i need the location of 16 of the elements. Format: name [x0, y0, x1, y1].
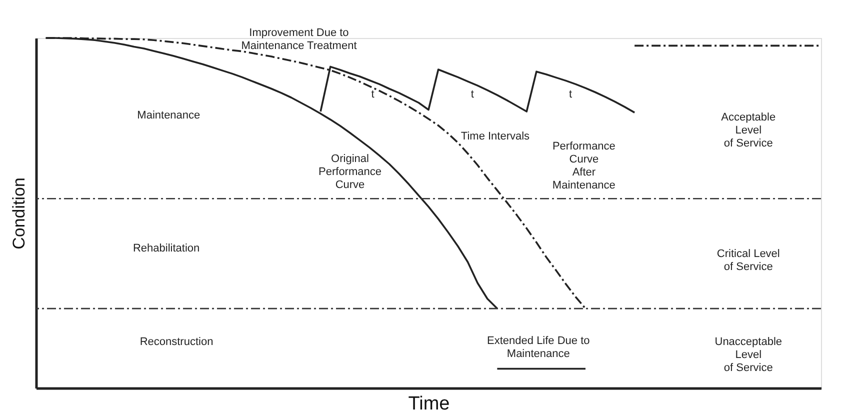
annotation: Rehabilitation	[132, 242, 200, 254]
annotation: Reconstruction	[140, 336, 214, 348]
annotation: t	[569, 88, 572, 101]
annotation: Critical Level of Service	[716, 248, 780, 273]
x-axis-title: Time	[408, 394, 450, 414]
annotation: t	[371, 88, 374, 101]
annotation: Performance Curve After Maintenance	[552, 140, 616, 192]
annotation: Original Performance Curve	[318, 152, 382, 191]
annotation: Maintenance	[137, 109, 200, 122]
annotation: Unacceptable Level of Service	[714, 336, 782, 374]
annotation: t	[470, 88, 474, 101]
annotation: Time Intervals	[460, 130, 530, 142]
y-axis-title: Condition	[10, 178, 28, 250]
annotation: Improvement Due to Maintenance Treatment	[241, 26, 357, 52]
annotation: Acceptable Level of Service	[721, 111, 776, 150]
annotation: Extended Life Due to Maintenance	[487, 334, 590, 360]
